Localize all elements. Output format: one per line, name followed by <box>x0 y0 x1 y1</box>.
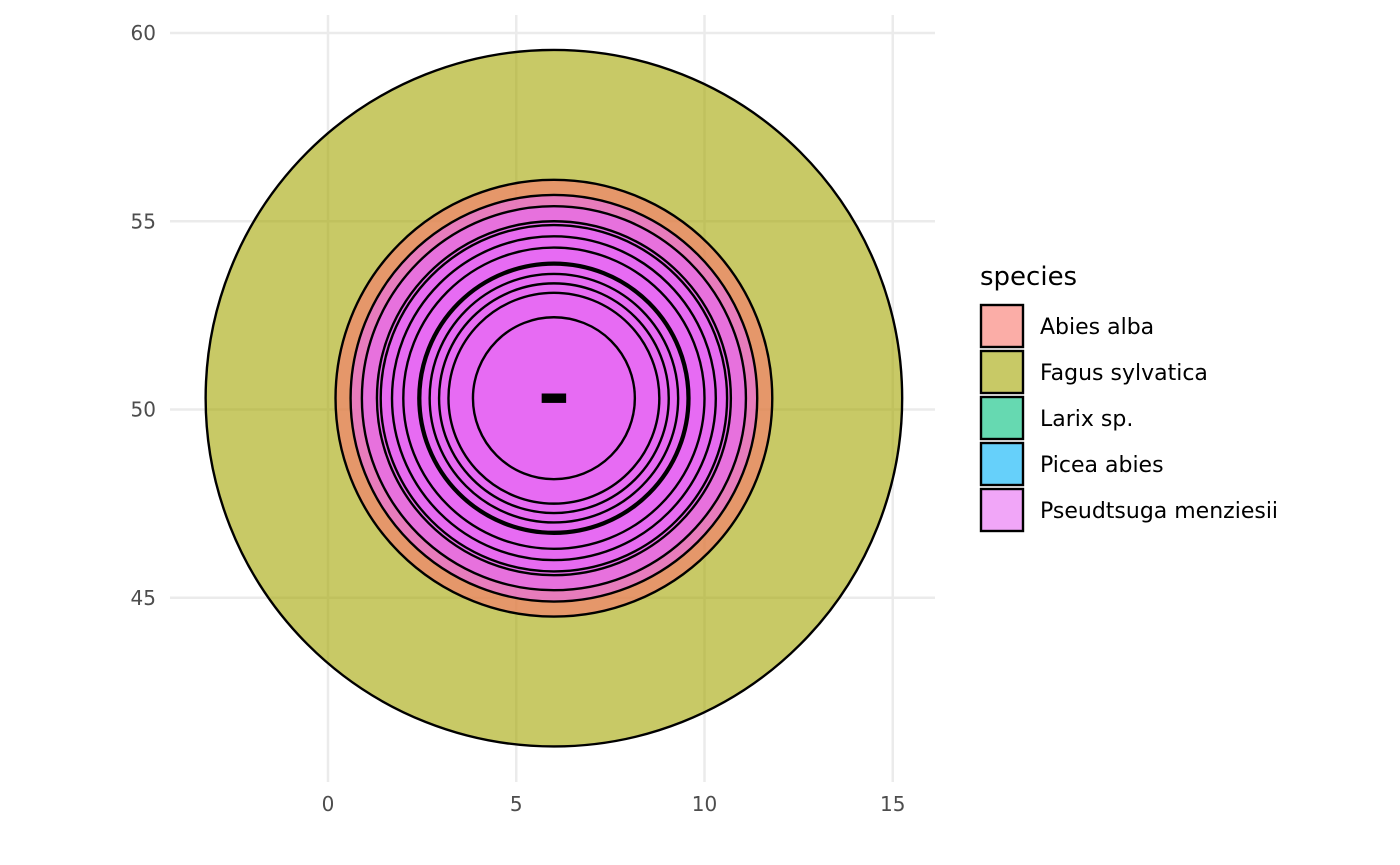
y-tick-label: 50 <box>131 398 156 422</box>
center-marker <box>541 393 567 403</box>
legend-title: species <box>980 262 1077 292</box>
legend-label-picea-abies: Picea abies <box>1040 453 1164 478</box>
legend-swatch-abies-alba <box>979 303 1025 349</box>
y-tick-label: 60 <box>131 21 156 45</box>
center-marker-layer <box>541 393 567 403</box>
legend-label-larix-sp-: Larix sp. <box>1040 407 1133 432</box>
legend-label-fagus-sylvatica: Fagus sylvatica <box>1040 361 1208 386</box>
tick-labels: 0 5 10 15 45 50 55 60 <box>131 21 906 816</box>
x-tick-label: 15 <box>880 792 905 816</box>
legend-label-abies-alba: Abies alba <box>1040 315 1154 340</box>
y-tick-label: 55 <box>131 209 156 233</box>
y-tick-label: 45 <box>131 586 156 610</box>
legend-swatch-fagus-sylvatica <box>979 349 1025 395</box>
legend-swatch-larix-sp- <box>979 395 1025 441</box>
x-tick-label: 5 <box>510 792 523 816</box>
x-tick-label: 10 <box>692 792 717 816</box>
legend-label-pseudtsuga-menziesii: Pseudtsuga menziesii <box>1040 499 1278 524</box>
x-tick-label: 0 <box>322 792 335 816</box>
legend-swatch-picea-abies <box>979 441 1025 487</box>
legend: species Abies alba Fagus sylvatica Larix s… <box>979 262 1278 533</box>
legend-swatch-pseudtsuga-menziesii <box>979 487 1025 533</box>
